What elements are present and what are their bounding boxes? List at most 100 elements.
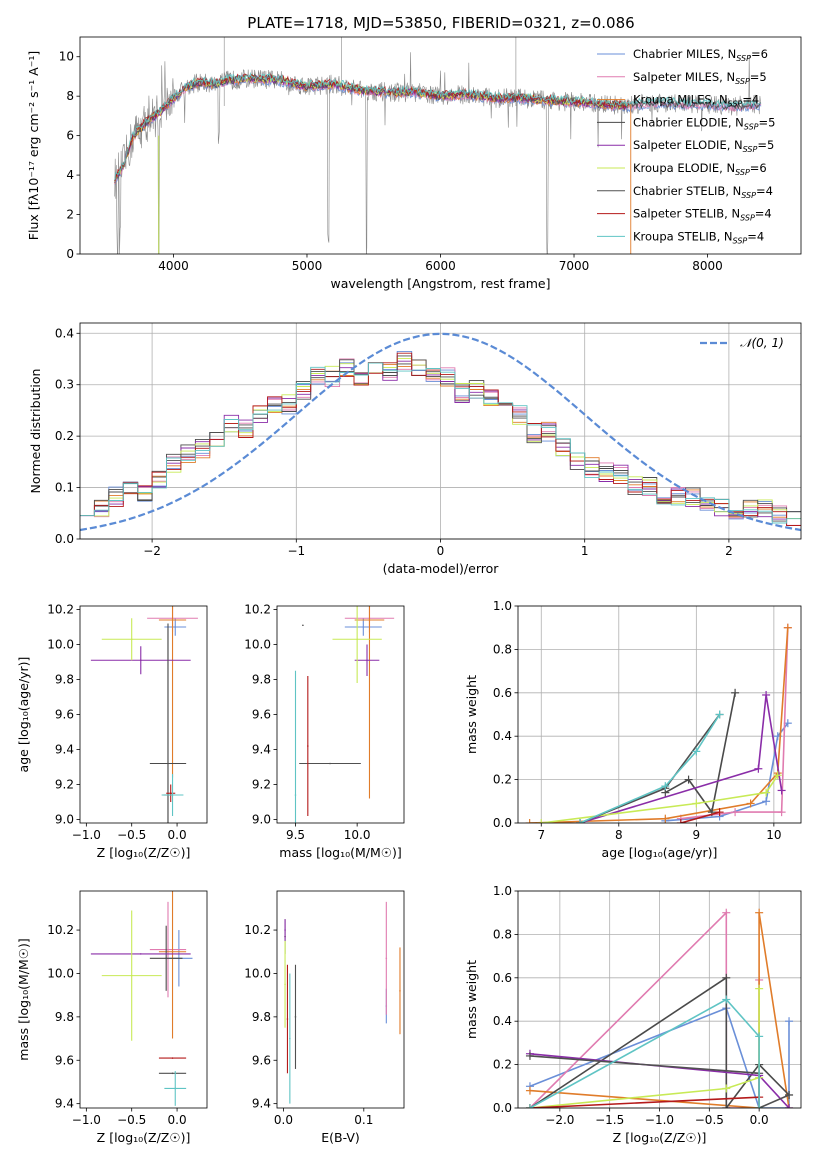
observed-spectrum-line [114, 37, 762, 254]
weights-ke-marker [755, 984, 764, 993]
weights-se-marker [762, 690, 771, 699]
weights-ss-line [680, 811, 720, 823]
axes-frame [79, 36, 802, 255]
y-tick-label: 9.4 [55, 1097, 74, 1111]
x-tick-label: 0.0 [168, 828, 187, 842]
age_vs_Z-plot [90, 606, 198, 823]
legend-label: Salpeter ELODIE, N [633, 138, 743, 152]
y-tick-label: 9.8 [252, 673, 271, 687]
point-ke [130, 974, 133, 977]
plot-background [518, 606, 801, 823]
x-tick-label: 10.0 [344, 828, 371, 842]
plot-background [80, 891, 207, 1108]
weights-cm-line [529, 1007, 790, 1108]
y-tick-label: 6 [66, 129, 74, 143]
weights-km-marker [783, 623, 792, 632]
y-tick-label: 10.0 [47, 966, 74, 980]
x-axis-label: Z [log₁₀(Z/Z☉)] [613, 1130, 707, 1145]
point-km [399, 990, 401, 992]
y-tick-label: 10.2 [244, 923, 271, 937]
point-km [171, 619, 174, 621]
model-ks-line [114, 71, 761, 181]
weights-ks-marker [692, 747, 701, 756]
weight_vs_age-plot [525, 623, 792, 823]
y-tick-label: 1.0 [493, 599, 512, 613]
y-tick-label: 9.8 [252, 1010, 271, 1024]
x-tick-label: 8 [615, 828, 623, 842]
y-tick-label: 9.0 [252, 813, 271, 827]
x-tick-label: −0.5 [117, 828, 146, 842]
y-tick-label: 0.6 [493, 971, 512, 985]
point-ss [286, 1018, 289, 1020]
weights-sm-marker [731, 808, 740, 817]
legend-suffix: =4 [755, 207, 772, 221]
weights-ks-line [529, 998, 760, 1108]
legend-subscript: SSP [741, 191, 756, 200]
point-ks [174, 1087, 177, 1090]
x-tick-label: −1.0 [72, 828, 101, 842]
legend-subscript: SSP [743, 145, 758, 154]
x-tick-label: −2.0 [545, 1113, 574, 1127]
legend-entry: Chabrier ELODIE, NSSP=5 [633, 115, 775, 131]
x-tick-label: −0.5 [117, 1113, 146, 1127]
y-tick-label: 10 [59, 50, 74, 64]
y-tick-label: 0.2 [55, 429, 74, 443]
legend-suffix: =5 [757, 138, 774, 152]
y-tick-label: 0.8 [493, 642, 512, 656]
y-axis-label: mass [log₁₀(M/M☉)] [16, 938, 31, 1060]
axes-frame [276, 605, 405, 824]
point-cs [171, 1072, 174, 1075]
x-tick-label: −0.5 [695, 1113, 724, 1127]
model-ss-line [114, 73, 630, 181]
weights-sm-marker [722, 908, 731, 917]
weights-ks-marker [755, 1104, 764, 1108]
y-tick-label: 10.2 [47, 603, 74, 617]
point-sm [167, 948, 169, 951]
axes-frame [79, 322, 802, 540]
y-tick-label: 0.6 [493, 686, 512, 700]
point-ss [169, 792, 172, 795]
weights-cm-marker [785, 1017, 794, 1026]
x-tick-label: −1.0 [72, 1113, 101, 1127]
weights-ks-marker [722, 995, 731, 1004]
x-tick-label: 6000 [425, 259, 456, 273]
weights-ce-marker [731, 688, 740, 697]
point-ke [130, 638, 133, 641]
y-axis-label: mass weight [464, 675, 479, 754]
y-tick-label: 0.1 [55, 481, 74, 495]
y-tick-label: 0.0 [493, 1101, 512, 1115]
weights-ke-marker [537, 819, 546, 823]
point-ks [289, 1037, 291, 1040]
weights-ce-marker [722, 973, 731, 982]
y-tick-label: 10.2 [244, 603, 271, 617]
mass_vs_Z-plot [90, 891, 193, 1106]
legend-entry: Salpeter ELODIE, NSSP=5 [633, 138, 774, 154]
x-tick-label: −2 [143, 544, 161, 558]
y-tick-label: 9.4 [55, 743, 74, 757]
x-tick-label: 7 [537, 828, 545, 842]
legend-suffix: =4 [747, 229, 764, 243]
legend-label: Chabrier ELODIE, N [633, 115, 744, 129]
y-tick-label: 9.4 [252, 1097, 271, 1111]
legend-label: Salpeter MILES, N [633, 70, 735, 84]
weights-ce-line [664, 692, 736, 815]
point-cs [294, 1016, 297, 1018]
legend-subscript: SSP [733, 236, 748, 245]
axes-frame [517, 890, 802, 1109]
y-tick-label: 0.0 [55, 532, 74, 546]
weights-km-marker [525, 1086, 534, 1095]
point-cs [329, 762, 331, 765]
x-tick-label: 9.5 [286, 828, 305, 842]
y-tick-label: 9.8 [55, 1010, 74, 1024]
y-tick-label: 9.8 [55, 673, 74, 687]
weights-ks-marker [576, 819, 585, 823]
x-tick-label: 0 [437, 544, 445, 558]
weights-ks-marker [661, 782, 670, 791]
weights-ss-line [529, 1096, 760, 1108]
spectrum-plot [114, 37, 762, 254]
weights-km-marker [661, 814, 670, 823]
y-tick-label: 0 [66, 247, 74, 261]
x-tick-label: 10 [766, 828, 781, 842]
legend-entry: Kroupa STELIB, NSSP=4 [633, 229, 764, 245]
